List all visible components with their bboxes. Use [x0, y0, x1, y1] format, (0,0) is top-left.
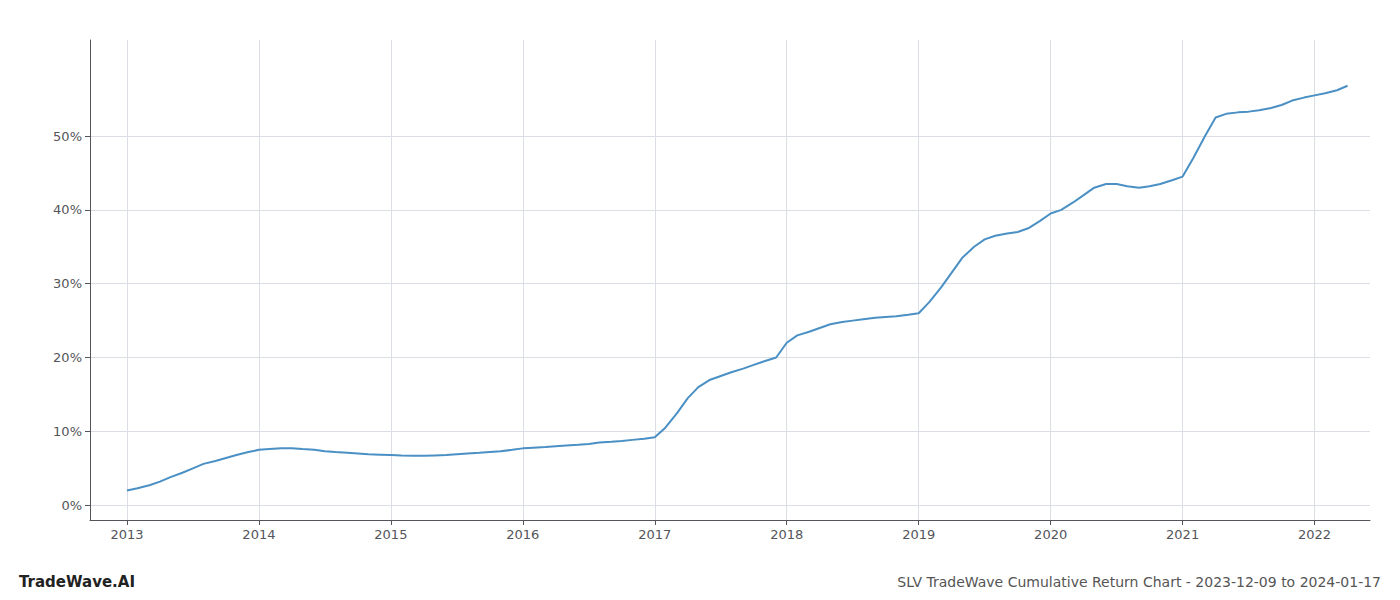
svg-text:TradeWave.AI: TradeWave.AI	[19, 573, 135, 591]
svg-text:50%: 50%	[53, 129, 82, 144]
svg-text:30%: 30%	[53, 276, 82, 291]
svg-text:2018: 2018	[770, 527, 803, 542]
svg-text:2019: 2019	[902, 527, 935, 542]
svg-text:2014: 2014	[242, 527, 275, 542]
svg-text:2016: 2016	[506, 527, 539, 542]
svg-text:20%: 20%	[53, 350, 82, 365]
svg-text:2020: 2020	[1034, 527, 1067, 542]
svg-text:0%: 0%	[61, 498, 82, 513]
svg-text:2013: 2013	[110, 527, 143, 542]
svg-text:SLV TradeWave Cumulative Retur: SLV TradeWave Cumulative Return Chart - …	[897, 574, 1381, 590]
svg-text:2021: 2021	[1166, 527, 1199, 542]
svg-text:2017: 2017	[638, 527, 671, 542]
svg-text:10%: 10%	[53, 424, 82, 439]
svg-text:2015: 2015	[374, 527, 407, 542]
svg-text:2022: 2022	[1298, 527, 1331, 542]
svg-text:40%: 40%	[53, 202, 82, 217]
